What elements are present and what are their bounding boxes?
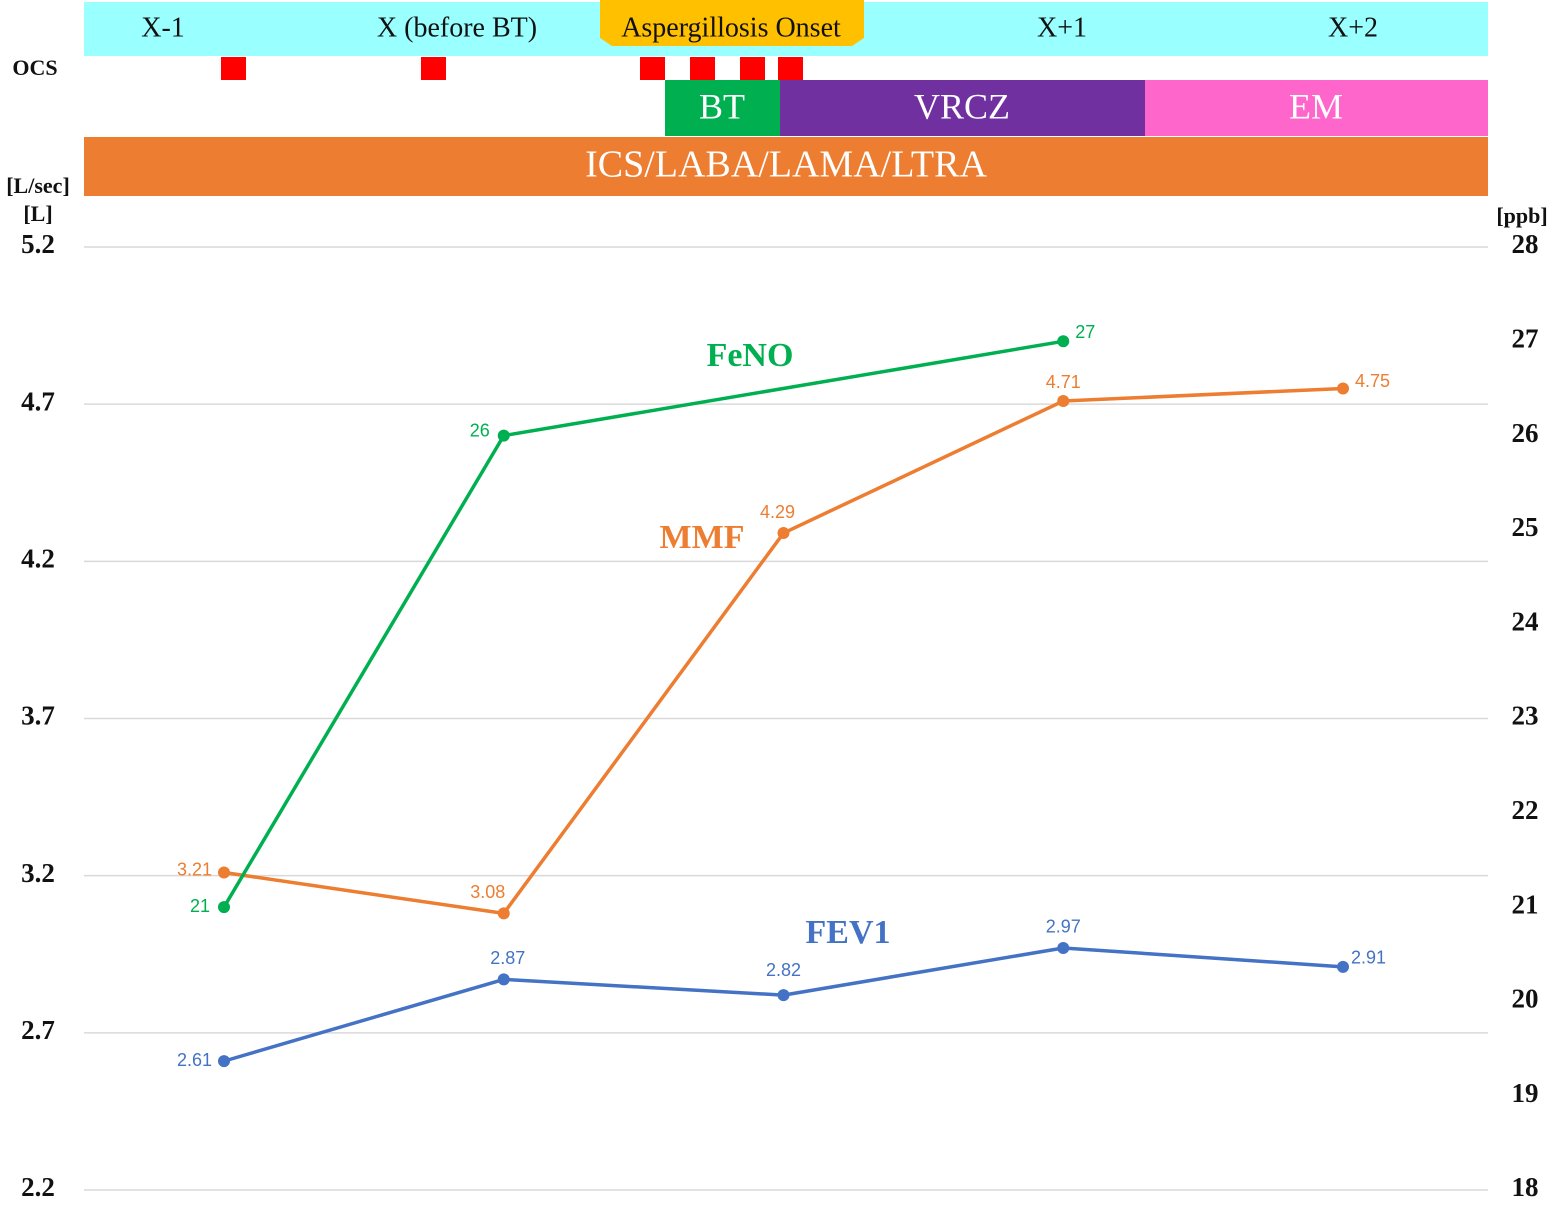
em-bar [1145, 80, 1488, 136]
data-label: 2.61 [177, 1050, 212, 1070]
bt-bar [665, 80, 780, 136]
line-segment [222, 434, 506, 908]
y2-tick-label: 25 [1512, 512, 1539, 542]
period-label: Aspergillosis Onset [621, 12, 841, 43]
data-label: 3.21 [177, 859, 212, 879]
vrcz-bar [780, 80, 1145, 136]
y2-tick-label: 21 [1512, 889, 1539, 919]
data-label: 2.82 [766, 960, 801, 980]
y2-tick-label: 20 [1512, 984, 1539, 1014]
y-tick-label: 4.7 [21, 386, 55, 416]
data-label: 2.87 [490, 948, 525, 968]
y-axis-title: [L/sec] [6, 173, 70, 198]
line-segment [782, 399, 1064, 535]
data-point [497, 973, 510, 986]
ocs-marker [690, 57, 715, 80]
maintenance-bar [84, 137, 1488, 196]
period-label: X+2 [1328, 12, 1378, 43]
y2-tick-label: 18 [1512, 1172, 1539, 1202]
y2-tick-label: 27 [1512, 324, 1539, 354]
y2-tick-label: 28 [1512, 229, 1539, 259]
data-point [497, 429, 510, 442]
data-point [1057, 335, 1070, 348]
line-segment [502, 532, 785, 915]
data-point [1057, 395, 1070, 408]
data-label: 2.91 [1351, 948, 1386, 968]
period-label: X (before BT) [377, 12, 537, 43]
line-segment [1063, 946, 1344, 969]
treatment-label: BT [699, 86, 745, 126]
y-axis-title: [L] [23, 201, 52, 226]
y-tick-label: 2.2 [21, 1172, 55, 1202]
ocs-marker [221, 57, 246, 80]
series-label: FeNO [707, 337, 794, 374]
data-label: 21 [190, 896, 210, 916]
y-tick-label: 3.7 [21, 701, 55, 731]
data-label: 26 [470, 420, 490, 440]
ocs-markers [221, 57, 803, 80]
line-segment [223, 977, 505, 1063]
data-point [218, 901, 230, 914]
data-point [777, 527, 790, 540]
data-label: 4.29 [760, 502, 795, 522]
ocs-marker [778, 57, 803, 80]
data-point [777, 989, 790, 1002]
y-tick-label: 4.2 [21, 544, 55, 574]
y-tick-label: 5.2 [21, 229, 55, 259]
data-point [1337, 382, 1349, 395]
data-label: 4.71 [1046, 372, 1081, 392]
data-point [1057, 941, 1070, 954]
data-point [1337, 960, 1349, 973]
y2-tick-label: 19 [1512, 1078, 1539, 1108]
line-segment [223, 870, 505, 916]
y2-tick-label: 26 [1512, 418, 1539, 448]
ocs-label: OCS [12, 55, 57, 80]
series-label: MMF [660, 519, 745, 556]
line-segment [503, 977, 784, 997]
ocs-marker [421, 57, 446, 80]
y2-axis-title: [ppb] [1496, 203, 1547, 228]
y2-tick-label: 24 [1512, 606, 1539, 636]
data-point [218, 866, 230, 879]
period-label: X+1 [1037, 12, 1087, 43]
treatment-label: EM [1289, 86, 1343, 126]
y2-tick-label: 22 [1512, 795, 1539, 825]
data-point [497, 907, 510, 920]
onset-tab [600, 0, 864, 46]
data-label: 4.75 [1355, 371, 1390, 391]
ocs-marker [640, 57, 665, 80]
y-tick-label: 2.7 [21, 1015, 55, 1045]
data-label: 3.08 [470, 882, 505, 902]
ocs-marker [740, 57, 765, 80]
line-segment [1063, 386, 1344, 403]
maintenance-label: ICS/LABA/LAMA/LTRA [585, 144, 987, 186]
line-segment [783, 946, 1064, 997]
series-label: FEV1 [806, 914, 891, 951]
treatment-label: VRCZ [914, 86, 1010, 126]
period-label: X-1 [141, 12, 185, 43]
data-point [218, 1055, 230, 1068]
data-label: 27 [1075, 322, 1095, 342]
data-label: 2.97 [1046, 917, 1081, 937]
line-segment [503, 339, 1064, 438]
y-tick-label: 3.2 [21, 858, 55, 888]
y2-tick-label: 23 [1512, 701, 1539, 731]
